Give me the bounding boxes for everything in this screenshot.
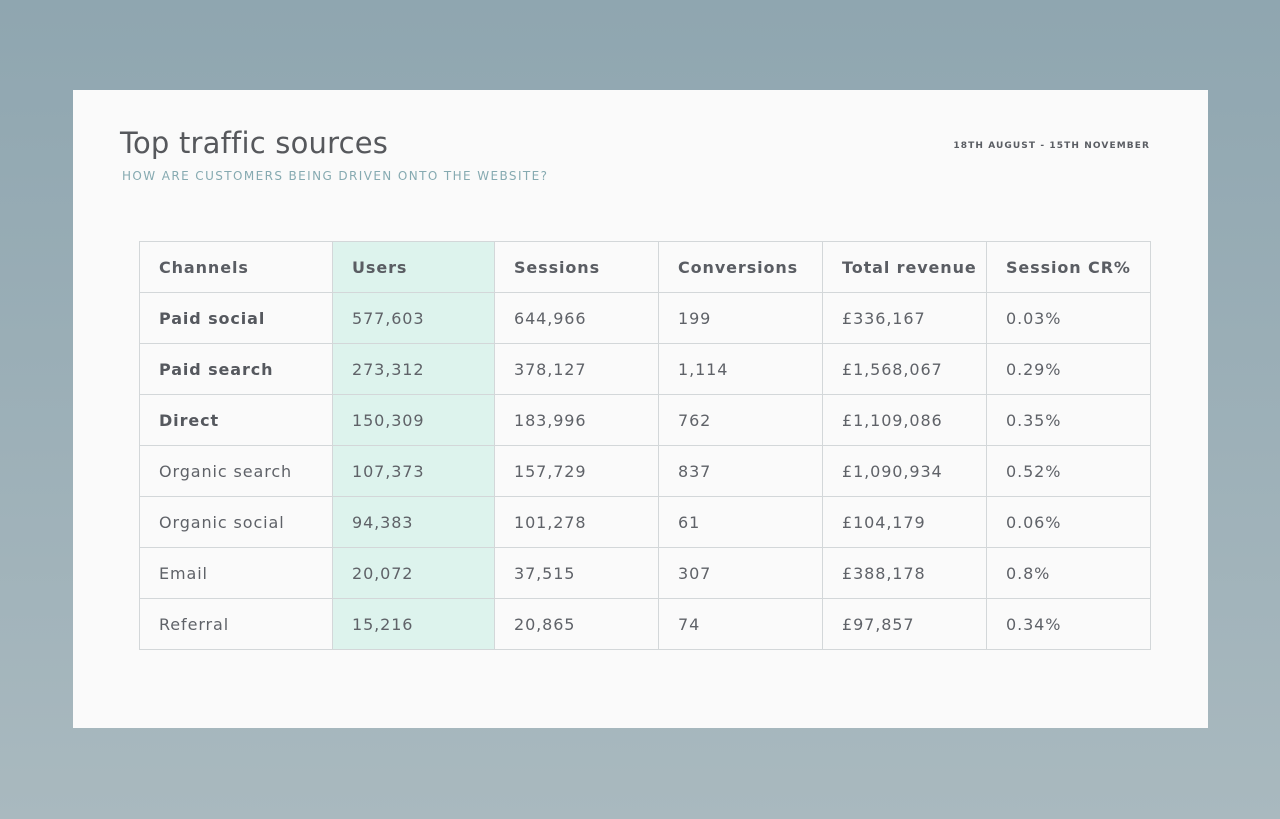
cell-sessions: 378,127 <box>494 343 659 395</box>
cell-session-cr: 0.8% <box>986 547 1151 599</box>
cell-sessions: 157,729 <box>494 445 659 497</box>
cell-users: 150,309 <box>332 394 495 446</box>
cell-total-revenue: £388,178 <box>822 547 987 599</box>
table-body: Paid social 577,603 644,966 199 £336,167 0.03… <box>139 292 1151 650</box>
cell-total-revenue: £97,857 <box>822 598 987 650</box>
cell-sessions: 101,278 <box>494 496 659 548</box>
cell-users: 107,373 <box>332 445 495 497</box>
cell-channel: Direct <box>139 394 333 446</box>
page-title: Top traffic sources <box>120 126 389 160</box>
cell-total-revenue: £336,167 <box>822 292 987 344</box>
cell-users: 273,312 <box>332 343 495 395</box>
table-row: Email 20,072 37,515 307 £388,178 0.8% <box>139 547 1151 599</box>
page-subtitle: HOW ARE CUSTOMERS BEING DRIVEN ONTO THE … <box>122 169 549 183</box>
column-header-conversions: Conversions <box>658 241 823 293</box>
column-header-channels: Channels <box>139 241 333 293</box>
cell-channel: Paid search <box>139 343 333 395</box>
cell-users: 15,216 <box>332 598 495 650</box>
cell-session-cr: 0.34% <box>986 598 1151 650</box>
column-header-users: Users <box>332 241 495 293</box>
cell-session-cr: 0.06% <box>986 496 1151 548</box>
table-row: Referral 15,216 20,865 74 £97,857 0.34% <box>139 598 1151 650</box>
cell-channel: Email <box>139 547 333 599</box>
cell-session-cr: 0.03% <box>986 292 1151 344</box>
cell-conversions: 762 <box>658 394 823 446</box>
date-range: 18TH AUGUST - 15TH NOVEMBER <box>953 141 1150 151</box>
cell-conversions: 61 <box>658 496 823 548</box>
cell-conversions: 74 <box>658 598 823 650</box>
cell-sessions: 183,996 <box>494 394 659 446</box>
cell-channel: Paid social <box>139 292 333 344</box>
cell-sessions: 20,865 <box>494 598 659 650</box>
cell-channel: Organic social <box>139 496 333 548</box>
cell-users: 577,603 <box>332 292 495 344</box>
table-row: Organic search 107,373 157,729 837 £1,090,93… <box>139 445 1151 497</box>
cell-conversions: 1,114 <box>658 343 823 395</box>
cell-sessions: 644,966 <box>494 292 659 344</box>
table-row: Paid social 577,603 644,966 199 £336,167 0.03… <box>139 292 1151 344</box>
cell-conversions: 837 <box>658 445 823 497</box>
cell-sessions: 37,515 <box>494 547 659 599</box>
table-row: Direct 150,309 183,996 762 £1,109,086 0.35% <box>139 394 1151 446</box>
cell-users: 94,383 <box>332 496 495 548</box>
column-header-session-cr: Session CR% <box>986 241 1151 293</box>
cell-session-cr: 0.29% <box>986 343 1151 395</box>
cell-conversions: 307 <box>658 547 823 599</box>
cell-users: 20,072 <box>332 547 495 599</box>
table-header-row: Channels Users Sessions Conversions Tota… <box>139 241 1151 293</box>
column-header-total-revenue: Total revenue <box>822 241 987 293</box>
table-row: Paid search 273,312 378,127 1,114 £1,568,067… <box>139 343 1151 395</box>
traffic-sources-table: Channels Users Sessions Conversions Tota… <box>139 241 1151 650</box>
cell-channel: Referral <box>139 598 333 650</box>
cell-session-cr: 0.52% <box>986 445 1151 497</box>
table-row: Organic social 94,383 101,278 61 £104,179 0.0… <box>139 496 1151 548</box>
column-header-sessions: Sessions <box>494 241 659 293</box>
cell-channel: Organic search <box>139 445 333 497</box>
cell-total-revenue: £1,109,086 <box>822 394 987 446</box>
cell-total-revenue: £104,179 <box>822 496 987 548</box>
cell-total-revenue: £1,568,067 <box>822 343 987 395</box>
cell-session-cr: 0.35% <box>986 394 1151 446</box>
cell-total-revenue: £1,090,934 <box>822 445 987 497</box>
report-card: Top traffic sources HOW ARE CUSTOMERS BE… <box>73 90 1208 728</box>
cell-conversions: 199 <box>658 292 823 344</box>
